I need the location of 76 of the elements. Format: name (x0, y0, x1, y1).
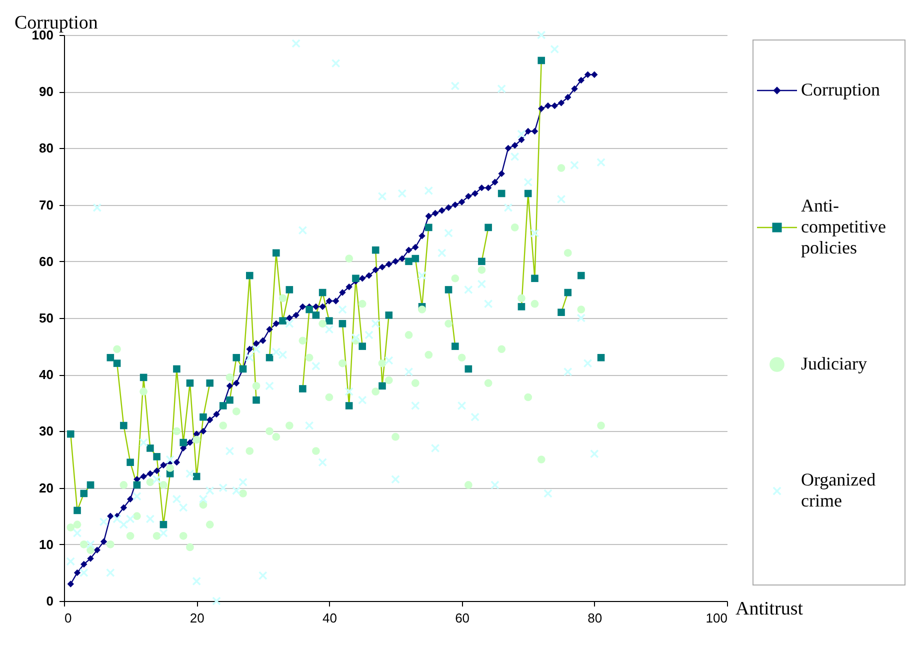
point (425, 224, 432, 232)
y-tick-label: 80 (39, 140, 54, 156)
point (378, 382, 386, 390)
legend-label: Anti-competitive policies (801, 196, 886, 258)
y-tick-label: 40 (39, 367, 54, 382)
point (577, 272, 585, 280)
point (246, 272, 254, 280)
point (306, 306, 313, 314)
point (498, 190, 506, 198)
y-tick-label: 70 (39, 197, 54, 212)
y-tick-label: 50 (39, 310, 54, 326)
point (299, 385, 306, 392)
point (86, 481, 94, 489)
x-tick-label: 0 (64, 610, 72, 626)
point (200, 413, 207, 421)
point (312, 312, 320, 319)
legend-label: Judiciary (801, 354, 867, 374)
point (326, 317, 333, 324)
point (558, 308, 565, 316)
legend-label: Organized crime (801, 470, 876, 510)
point (318, 288, 326, 296)
point (133, 481, 141, 489)
x-axis-title: Antitrust (736, 598, 804, 620)
point (226, 396, 234, 404)
x-tick-label: 100 (706, 610, 728, 626)
point (140, 374, 148, 382)
point (345, 402, 353, 410)
point (232, 354, 240, 362)
point (192, 472, 200, 480)
x-tick-label: 20 (190, 610, 204, 626)
y-tick-label: 10 (39, 536, 54, 552)
y-tick-label: 30 (39, 424, 54, 439)
point (74, 506, 81, 514)
point (272, 249, 280, 257)
point (80, 490, 88, 498)
point (444, 286, 452, 294)
y-tick-label: 60 (39, 254, 54, 269)
point (146, 444, 154, 452)
point (153, 453, 160, 460)
y-tick-label: 0 (46, 594, 54, 608)
point (372, 246, 380, 254)
point (173, 365, 180, 373)
y-tick-label: 20 (39, 480, 54, 496)
point (120, 422, 128, 430)
point (206, 379, 214, 387)
x-tick-label: 80 (588, 610, 602, 626)
point (180, 438, 187, 446)
point (452, 342, 459, 350)
point (564, 288, 572, 296)
point (464, 365, 472, 373)
point (524, 190, 532, 198)
point (412, 254, 420, 262)
point (405, 258, 412, 266)
point (352, 274, 360, 282)
point (160, 520, 168, 528)
point (358, 342, 366, 350)
point (518, 303, 526, 310)
point (66, 430, 74, 438)
point (252, 396, 260, 404)
y-tick-label: 90 (39, 84, 54, 100)
point (106, 354, 114, 362)
point (113, 360, 121, 367)
point (484, 224, 492, 232)
point (597, 354, 605, 362)
point (186, 379, 194, 387)
x-tick-label: 40 (322, 610, 337, 626)
legend-label: Corruption (801, 80, 880, 100)
point (531, 274, 538, 282)
point (266, 354, 274, 362)
point (286, 286, 294, 294)
point (538, 56, 546, 64)
x-tick-label: 60 (455, 610, 470, 626)
point (126, 458, 134, 466)
point (385, 312, 393, 319)
point (338, 320, 346, 328)
point (478, 258, 486, 266)
